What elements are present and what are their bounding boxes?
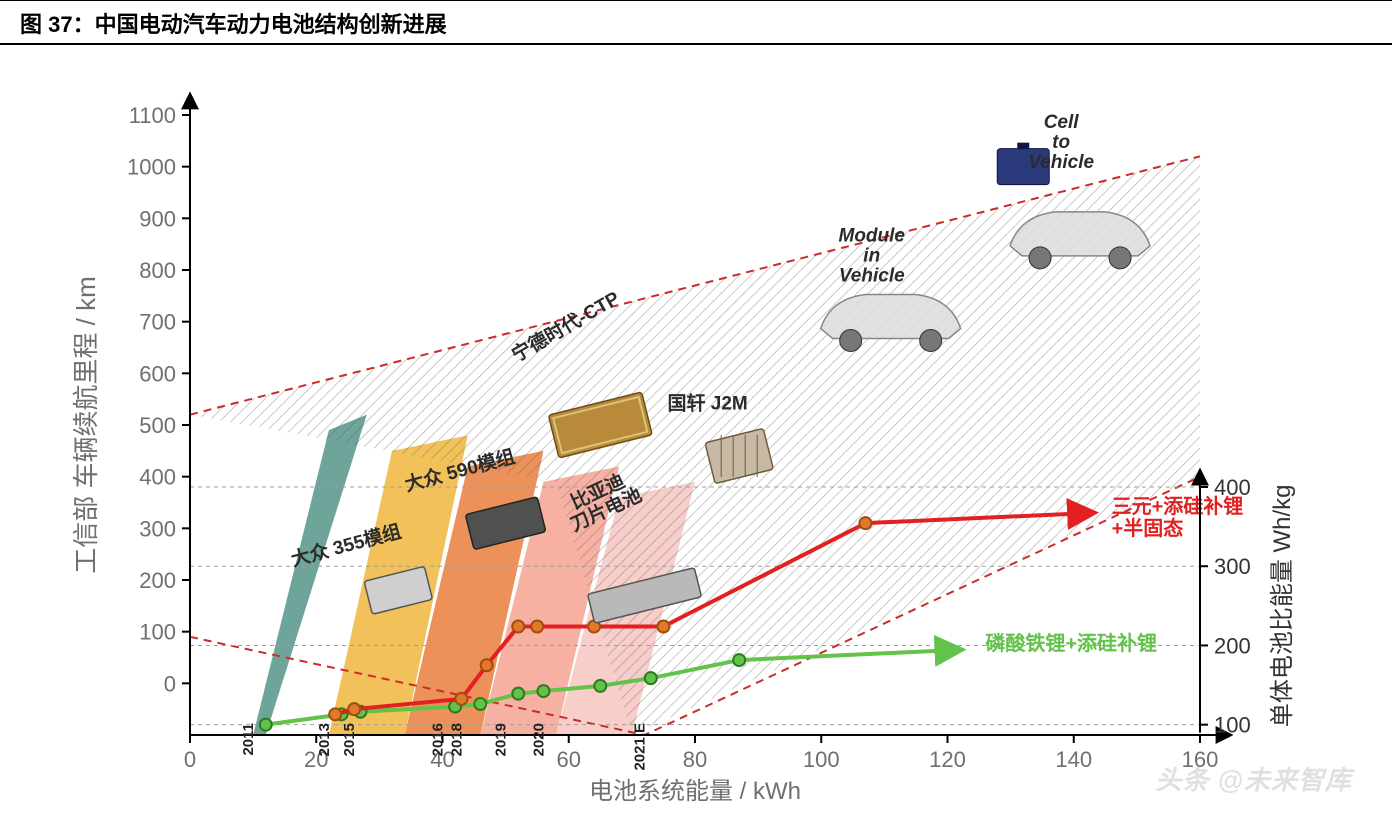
- yl-tick: 300: [139, 516, 176, 541]
- annotation-label: 国轩 J2M: [668, 392, 748, 415]
- x-tick: 60: [557, 747, 581, 772]
- yr-tick: 200: [1214, 633, 1251, 658]
- year-label: 2020: [531, 723, 548, 756]
- x-axis-label: 电池系统能量 / kWh: [589, 778, 801, 805]
- figure-number: 图 37：: [20, 12, 95, 37]
- y-right-label: 单体电池比能量 Wh/kg: [1269, 484, 1296, 727]
- series-red-marker: [512, 621, 524, 633]
- series-red-marker: [531, 621, 543, 633]
- annotation-label: CelltoVehicle: [1028, 112, 1094, 173]
- series-green-marker: [594, 680, 606, 692]
- yr-tick: 300: [1214, 554, 1251, 579]
- series-green-label: 磷酸铁锂+添硅补锂: [985, 631, 1157, 655]
- year-label: 2021 E: [632, 723, 649, 771]
- series-red-marker: [859, 517, 871, 529]
- series-green-marker: [474, 698, 486, 710]
- y-left-label: 工信部 车辆续航里程 / km: [71, 276, 101, 574]
- series-red-marker: [455, 693, 467, 705]
- series-green-marker: [538, 685, 550, 697]
- chart-area: 磷酸铁锂+添硅补锂三元+添硅补锂+半固态大众 355模组大众 590模组宁德时代…: [20, 55, 1372, 805]
- figure-title: 图 37：中国电动汽车动力电池结构创新进展: [0, 0, 1392, 45]
- x-tick: 140: [1055, 747, 1092, 772]
- figure-caption: 中国电动汽车动力电池结构创新进展: [95, 12, 447, 37]
- year-label: 2013: [316, 723, 333, 756]
- yl-tick: 200: [139, 568, 176, 593]
- series-red-marker: [329, 708, 341, 720]
- year-label: 2018: [448, 723, 465, 756]
- yl-tick: 600: [139, 361, 176, 386]
- yl-tick: 100: [139, 620, 176, 645]
- yl-tick: 800: [139, 258, 176, 283]
- series-red-marker: [481, 659, 493, 671]
- yl-tick: 700: [139, 310, 176, 335]
- x-tick: 0: [184, 747, 196, 772]
- yr-tick: 100: [1214, 713, 1251, 738]
- yl-tick: 900: [139, 206, 176, 231]
- yl-tick: 400: [139, 465, 176, 490]
- x-tick: 100: [803, 747, 840, 772]
- series-red-marker: [348, 703, 360, 715]
- series-green-marker: [733, 654, 745, 666]
- yr-tick: 400: [1214, 475, 1251, 500]
- yl-tick: 0: [164, 671, 176, 696]
- year-label: 2016: [430, 723, 447, 756]
- yl-tick: 1000: [127, 155, 176, 180]
- x-tick: 120: [929, 747, 966, 772]
- watermark: 头条 @未来智库: [1155, 760, 1352, 797]
- yl-tick: 500: [139, 413, 176, 438]
- series-red-marker: [657, 621, 669, 633]
- series-red-label: 三元+添硅补锂+半固态: [1112, 494, 1244, 540]
- x-tick: 80: [683, 747, 707, 772]
- series-green-marker: [645, 672, 657, 684]
- year-label: 2015: [341, 723, 358, 756]
- year-label: 2019: [493, 723, 510, 756]
- chart-svg: 磷酸铁锂+添硅补锂三元+添硅补锂+半固态大众 355模组大众 590模组宁德时代…: [20, 55, 1372, 805]
- series-green-marker: [512, 688, 524, 700]
- year-label: 2011: [240, 723, 257, 756]
- series-green-marker: [260, 719, 272, 731]
- yl-tick: 1100: [129, 103, 176, 128]
